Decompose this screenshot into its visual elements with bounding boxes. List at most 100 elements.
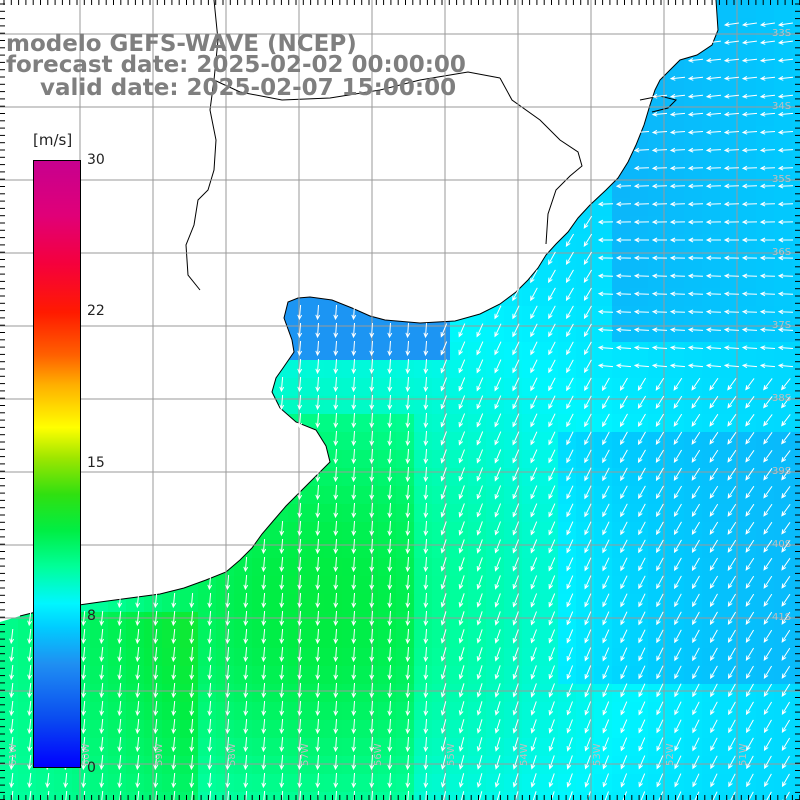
latitude-label: 39S <box>772 466 792 477</box>
wind-arrow <box>405 592 411 609</box>
wind-arrow <box>81 646 87 663</box>
wind-arrow <box>279 574 285 591</box>
wind-arrow <box>458 629 465 644</box>
wind-arrow <box>745 611 755 626</box>
wind-arrow <box>548 539 556 554</box>
wind-arrow <box>99 628 105 645</box>
wind-arrow <box>405 340 411 357</box>
wind-arrow <box>727 647 736 662</box>
wind-arrow <box>458 773 465 788</box>
wind-arrow <box>651 273 668 279</box>
wind-arrow <box>602 593 610 608</box>
wind-arrow <box>566 431 574 446</box>
wind-arrow <box>705 57 722 63</box>
wind-arrow <box>279 664 285 681</box>
wind-arrow <box>651 291 668 297</box>
wind-arrow <box>745 593 755 607</box>
wind-arrow <box>727 611 737 625</box>
wind-arrow <box>207 772 213 789</box>
wind-arrow <box>423 646 429 663</box>
wind-arrow <box>763 539 773 553</box>
wind-arrow <box>530 341 538 356</box>
wind-arrow <box>225 664 231 681</box>
wind-arrow <box>530 701 537 716</box>
wind-arrow <box>315 754 321 771</box>
wind-arrow <box>705 93 722 99</box>
wind-arrow <box>387 718 393 735</box>
wind-arrow <box>727 593 737 607</box>
wind-arrow <box>405 610 411 627</box>
wind-arrow <box>655 413 665 428</box>
wind-arrow <box>369 322 375 339</box>
wind-arrow <box>548 503 556 518</box>
wind-arrow <box>709 539 719 554</box>
wind-arrow <box>243 664 249 681</box>
wind-arrow <box>651 327 668 333</box>
wind-arrow <box>333 502 339 519</box>
wind-arrow <box>117 754 123 771</box>
wind-arrow <box>261 646 267 663</box>
wind-arrow <box>333 682 339 699</box>
wind-arrow <box>297 772 303 789</box>
wind-arrow <box>387 628 393 645</box>
wind-arrow <box>727 413 737 427</box>
wind-arrow <box>709 485 719 499</box>
wind-arrow <box>387 736 393 753</box>
wind-arrow <box>333 412 339 429</box>
wind-arrow <box>333 736 339 753</box>
wind-arrow <box>440 521 447 536</box>
wind-arrow <box>723 327 740 333</box>
wind-arrow <box>279 736 285 753</box>
wind-arrow <box>777 183 794 189</box>
wind-arrow <box>405 754 411 771</box>
wind-arrow <box>673 503 682 517</box>
wind-arrow <box>530 431 538 446</box>
wind-arrow <box>781 755 790 769</box>
wind-arrow <box>705 219 722 225</box>
wind-arrow <box>494 683 501 698</box>
wind-arrow <box>728 737 736 752</box>
wind-arrow <box>440 395 447 410</box>
wind-arrow <box>423 610 429 627</box>
wind-arrow <box>81 610 87 627</box>
wind-arrow <box>687 147 704 153</box>
wind-arrow <box>620 701 628 716</box>
wind-arrow <box>633 363 650 369</box>
wind-arrow <box>692 755 700 770</box>
wind-arrow <box>315 484 321 501</box>
wind-arrow <box>710 737 718 752</box>
wind-arrow <box>512 719 519 734</box>
wind-arrow <box>333 520 339 537</box>
wind-arrow <box>673 431 683 446</box>
wind-arrow <box>171 682 177 699</box>
wind-arrow <box>494 341 502 356</box>
wind-arrow <box>638 575 646 590</box>
wind-arrow <box>351 628 357 645</box>
wind-arrow <box>777 39 793 45</box>
wind-arrow <box>548 647 555 662</box>
wind-arrow <box>745 575 755 589</box>
wind-arrow <box>781 701 791 716</box>
wind-arrow <box>741 363 758 369</box>
wind-arrow <box>81 664 87 681</box>
wind-arrow <box>243 574 249 591</box>
wind-arrow <box>633 273 650 279</box>
wind-arrow <box>710 719 718 734</box>
wind-arrow <box>512 377 520 392</box>
wind-arrow <box>458 665 465 680</box>
wind-arrow <box>777 255 794 261</box>
wind-arrow <box>709 611 718 626</box>
wind-arrow <box>315 358 321 375</box>
wind-arrow <box>548 557 556 572</box>
wind-arrow <box>687 291 704 297</box>
wind-arrow <box>458 593 465 608</box>
wind-arrow <box>512 395 520 410</box>
wind-arrow <box>691 431 701 445</box>
wind-arrow <box>530 683 537 698</box>
wind-arrow <box>476 773 483 788</box>
wind-arrow <box>333 700 339 717</box>
wind-arrow <box>387 646 393 663</box>
wind-arrow <box>297 610 303 627</box>
wind-arrow <box>687 345 704 351</box>
longitude-label: 58W <box>227 743 238 766</box>
